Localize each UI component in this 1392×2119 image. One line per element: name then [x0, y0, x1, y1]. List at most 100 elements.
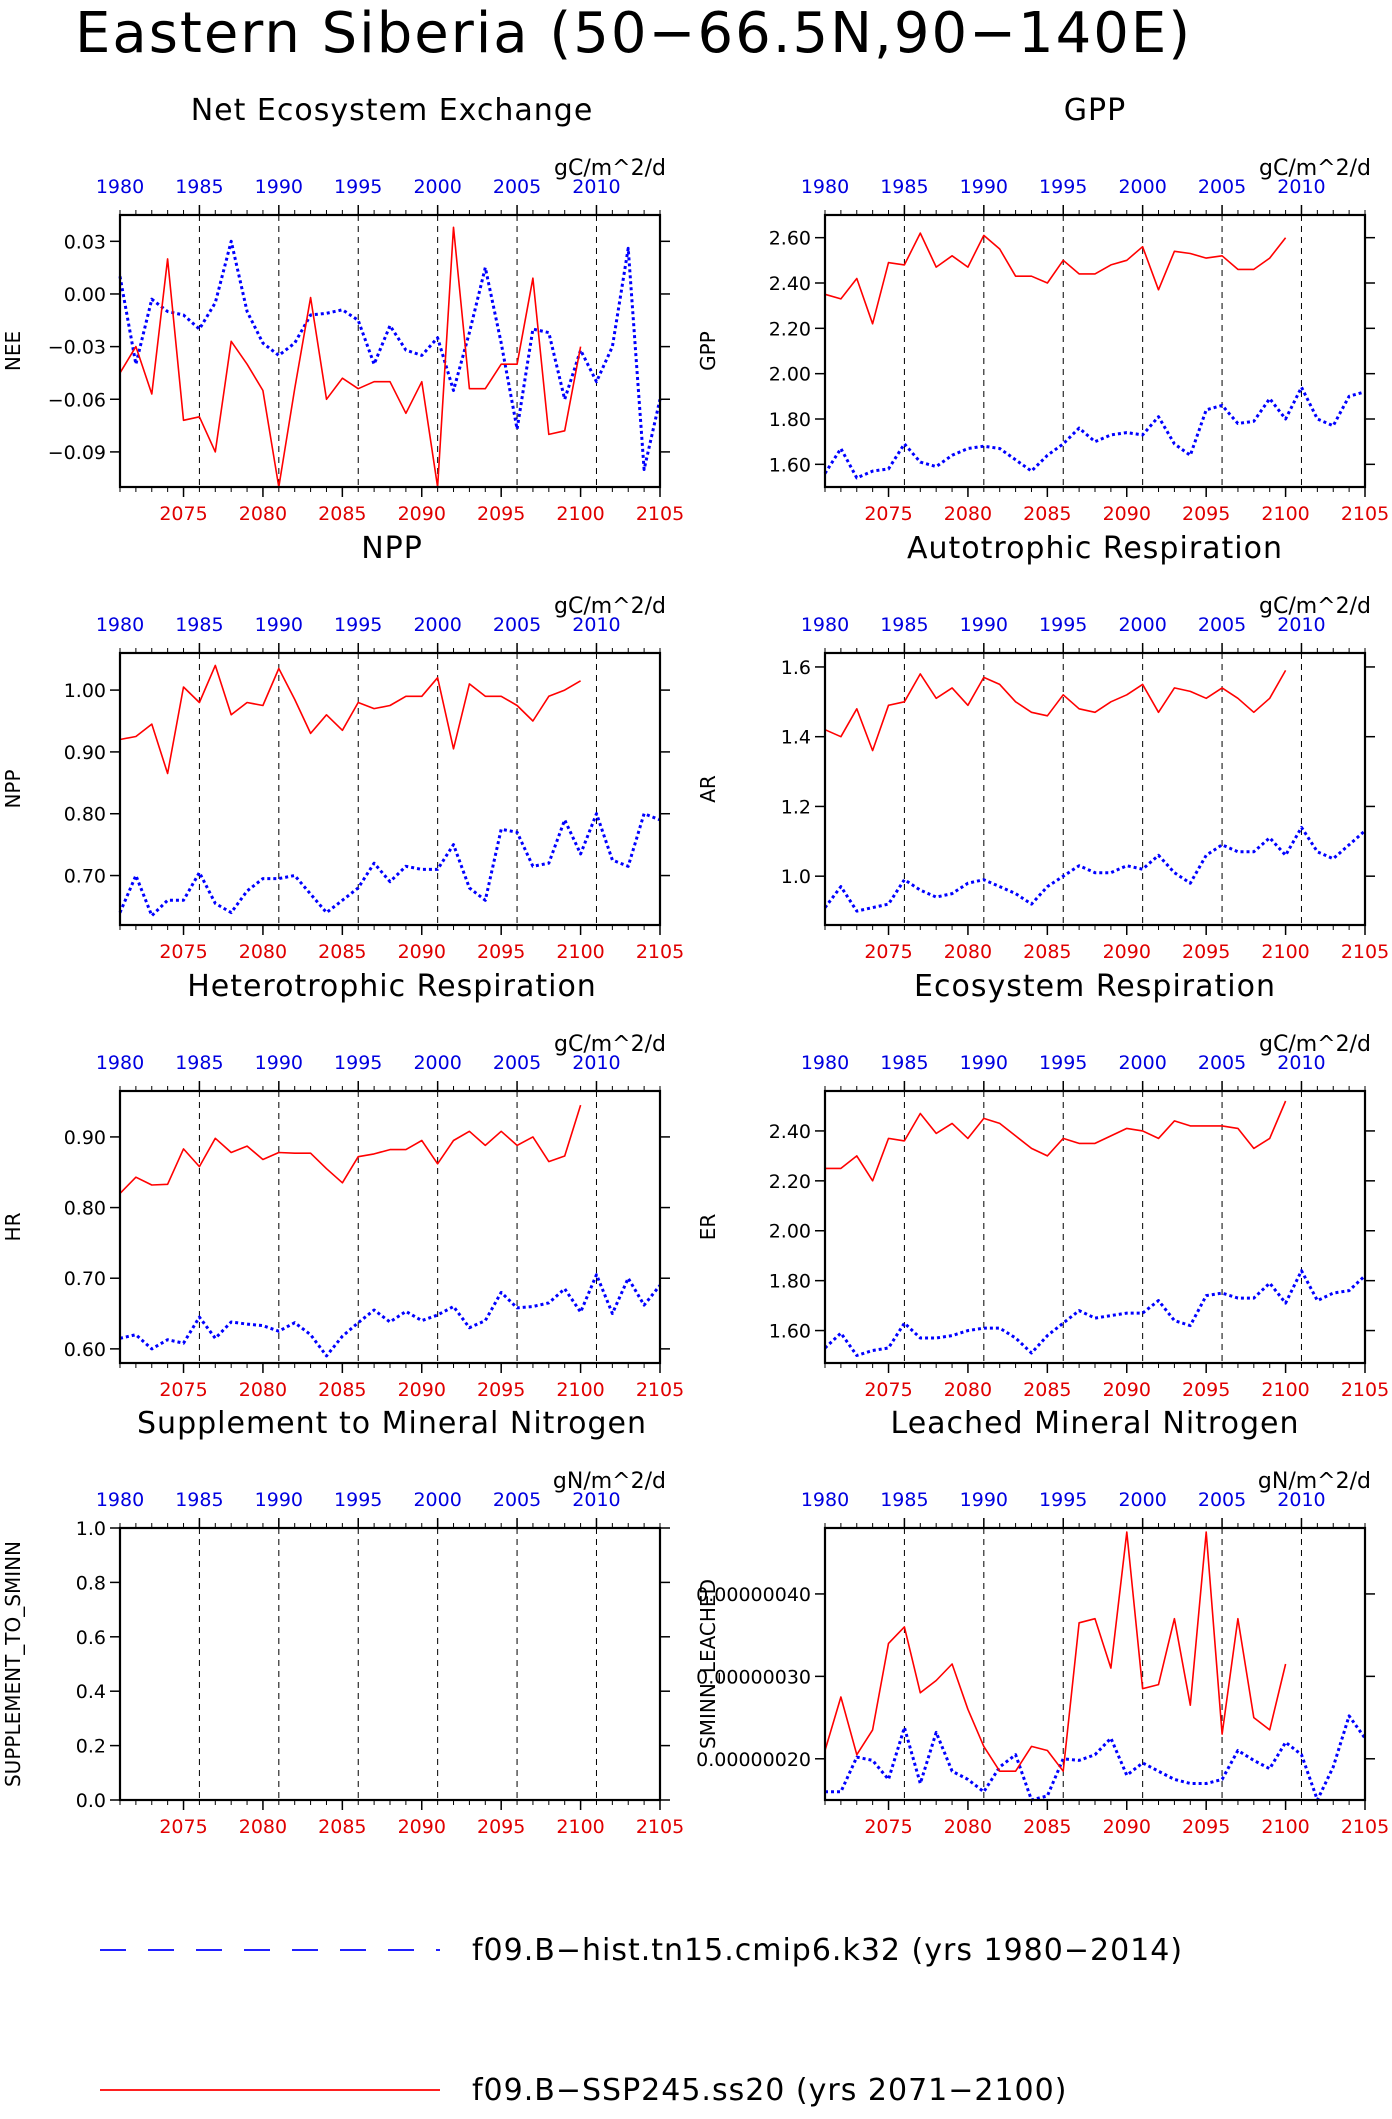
x-tick-label-bottom: 2095	[477, 941, 525, 963]
x-tick-label-bottom: 2085	[1023, 503, 1071, 525]
y-tick-label: 1.0	[76, 1518, 106, 1540]
y-tick-label: 0.70	[64, 866, 106, 888]
panel-title: GPP	[1064, 93, 1126, 128]
x-tick-label-bottom: 2085	[1023, 1379, 1071, 1401]
plot-frame	[118, 1526, 662, 1802]
series-ssp245-line	[824, 232, 1287, 325]
series-ssp245-line	[824, 1531, 1287, 1772]
panel-title: Autotrophic Respiration	[907, 531, 1283, 566]
units-label: gC/m^2/d	[554, 156, 666, 181]
x-tick-label-bottom: 2080	[239, 1379, 287, 1401]
x-tick-label-bottom: 2100	[1261, 941, 1309, 963]
x-tick-label-bottom: 2105	[1341, 1379, 1389, 1401]
units-label: gN/m^2/d	[1258, 1469, 1371, 1494]
x-tick-label-bottom: 2095	[477, 1379, 525, 1401]
x-tick-label-bottom: 2080	[944, 503, 992, 525]
plot-frame	[823, 1526, 1367, 1802]
x-tick-label-top: 1980	[801, 1052, 849, 1074]
plot-frame	[823, 1089, 1367, 1365]
x-tick-label-bottom: 2095	[1182, 1816, 1230, 1838]
x-tick-label-top: 1980	[801, 176, 849, 198]
y-tick-label: 1.0	[781, 866, 811, 888]
x-tick-label-bottom: 2085	[318, 941, 366, 963]
x-tick-label-bottom: 2100	[556, 1816, 604, 1838]
x-tick-label-bottom: 2105	[636, 1816, 684, 1838]
y-tick-label: 0.2	[76, 1736, 106, 1758]
panel-title: Ecosystem Respiration	[914, 969, 1276, 1004]
series-hist-line	[119, 1273, 662, 1358]
x-tick-label-top: 1995	[1039, 176, 1087, 198]
panel-1: Net Ecosystem Exchange gC/m^2/d 1980 1985 19…	[1, 93, 684, 525]
x-tick-label-top: 2000	[413, 1052, 461, 1074]
y-tick-label: 2.40	[769, 273, 811, 295]
x-tick-label-bottom: 2075	[159, 503, 207, 525]
x-tick-label-bottom: 2105	[1341, 503, 1389, 525]
x-tick-label-bottom: 2085	[318, 1816, 366, 1838]
y-tick-label: 2.00	[769, 1221, 811, 1243]
x-tick-label-top: 2000	[1118, 176, 1166, 198]
x-tick-label-bottom: 2105	[1341, 1816, 1389, 1838]
x-tick-label-top: 2010	[1277, 614, 1325, 636]
plot-frame	[118, 1089, 662, 1365]
units-label: gC/m^2/d	[1259, 1032, 1371, 1057]
series-ssp245-line	[119, 226, 582, 488]
legend: f09.B−hist.tn15.cmip6.k32 (yrs 1980−2014…	[100, 1933, 1182, 2108]
panel-title: NPP	[361, 531, 423, 566]
panel-3: NPP gC/m^2/d 1980 1985 1990 1995 2000 2005 2010 2…	[1, 531, 684, 963]
x-tick-label-top: 1980	[96, 614, 144, 636]
x-tick-label-top: 2005	[493, 1052, 541, 1074]
x-tick-label-bottom: 2100	[1261, 1816, 1309, 1838]
x-tick-label-top: 2010	[572, 614, 620, 636]
x-tick-label-bottom: 2090	[398, 1816, 446, 1838]
x-tick-label-bottom: 2100	[556, 1379, 604, 1401]
series-ssp245-line	[825, 1100, 1287, 1182]
x-tick-label-bottom: 2090	[398, 1379, 446, 1401]
x-tick-label-bottom: 2080	[239, 941, 287, 963]
x-tick-label-bottom: 2075	[159, 941, 207, 963]
x-tick-label-bottom: 2080	[944, 1379, 992, 1401]
series-ssp245-line	[119, 1104, 582, 1194]
y-tick-label: 2.20	[769, 1171, 811, 1193]
x-tick-label-top: 1995	[1039, 1052, 1087, 1074]
x-tick-label-top: 2000	[413, 614, 461, 636]
panel-6: Ecosystem Respiration gC/m^2/d 1980 1985 199…	[696, 969, 1389, 1401]
x-tick-label-bottom: 2080	[944, 941, 992, 963]
panel-7: Supplement to Mineral Nitrogen gN/m^2/d 19…	[1, 1406, 684, 1838]
y-tick-label: 1.2	[781, 796, 811, 818]
units-label: gC/m^2/d	[554, 1032, 666, 1057]
x-tick-label-top: 1985	[175, 1052, 223, 1074]
x-tick-label-top: 1990	[255, 1489, 303, 1511]
x-tick-label-bottom: 2100	[1261, 1379, 1309, 1401]
x-tick-label-top: 1995	[334, 1052, 382, 1074]
x-tick-label-top: 1980	[801, 1489, 849, 1511]
x-tick-label-top: 1990	[255, 176, 303, 198]
y-axis-label: AR	[696, 775, 720, 803]
x-tick-label-top: 2010	[1277, 176, 1325, 198]
legend-label: f09.B−SSP245.ss20 (yrs 2071−2100)	[472, 2073, 1067, 2108]
x-tick-label-bottom: 2095	[1182, 1379, 1230, 1401]
panel-title: Supplement to Mineral Nitrogen	[137, 1406, 647, 1441]
x-tick-label-bottom: 2075	[864, 1379, 912, 1401]
x-tick-label-top: 2000	[1118, 1052, 1166, 1074]
x-tick-label-bottom: 2105	[636, 1379, 684, 1401]
y-tick-label: 2.40	[769, 1121, 811, 1143]
x-tick-label-top: 1985	[175, 614, 223, 636]
x-tick-label-bottom: 2100	[556, 503, 604, 525]
y-tick-label: 0.80	[64, 804, 106, 826]
y-tick-label: 0.60	[64, 1339, 106, 1361]
y-tick-label: 1.00	[64, 680, 106, 702]
panels: Net Ecosystem Exchange gC/m^2/d 1980 1985 19…	[1, 93, 1389, 1838]
x-tick-label-bottom: 2090	[1103, 1816, 1151, 1838]
x-tick-label-bottom: 2075	[864, 1816, 912, 1838]
panel-5: Heterotrophic Respiration gC/m^2/d 1980 198…	[1, 969, 684, 1401]
y-tick-label: 0.6	[76, 1627, 106, 1649]
y-tick-label: 1.6	[781, 657, 811, 679]
series-ssp245-line	[119, 664, 582, 775]
y-axis-label: SUPPLEMENT_TO_SMINN	[1, 1541, 25, 1787]
x-tick-label-top: 2000	[1118, 614, 1166, 636]
x-tick-label-top: 2010	[572, 1489, 620, 1511]
y-axis-label: NEE	[1, 331, 25, 371]
x-tick-label-top: 1990	[960, 1052, 1008, 1074]
y-tick-label: −0.06	[48, 389, 106, 411]
